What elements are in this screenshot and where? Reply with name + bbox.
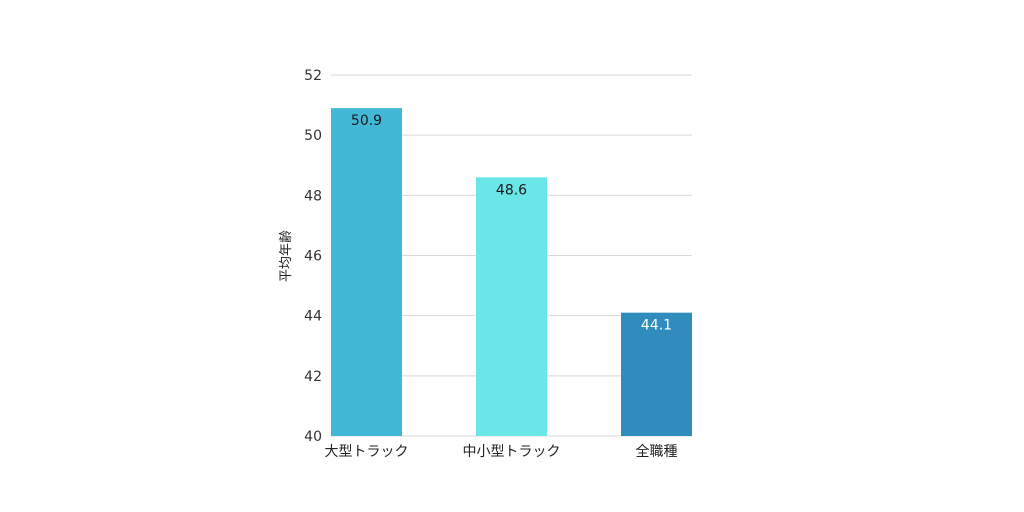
- bar: [476, 177, 547, 437]
- x-category-label: 大型トラック: [325, 444, 409, 460]
- y-tick-label: 44: [304, 309, 322, 325]
- x-axis-categories: 大型トラック 中小型トラック 全職種: [325, 443, 678, 460]
- bar: [331, 108, 402, 436]
- y-axis-ticks: 40 42 44 46 48 50 52: [304, 68, 322, 445]
- y-tick-label: 52: [304, 68, 322, 84]
- y-tick-label: 48: [304, 188, 322, 204]
- x-category-label: 中小型トラック: [463, 444, 561, 460]
- x-category-label: 全職種: [636, 443, 678, 460]
- bars-layer: [331, 108, 692, 437]
- y-tick-label: 50: [304, 128, 322, 144]
- y-tick-label: 42: [304, 369, 322, 385]
- data-label: 44.1: [641, 318, 672, 334]
- y-axis-title: 平均年齢: [279, 230, 294, 282]
- data-label: 48.6: [496, 182, 527, 198]
- y-tick-label: 40: [304, 429, 322, 445]
- data-label: 50.9: [351, 113, 382, 129]
- y-tick-label: 46: [304, 249, 322, 265]
- bar: [621, 312, 692, 436]
- data-labels-layer: 50.9 48.6 44.1: [351, 113, 672, 334]
